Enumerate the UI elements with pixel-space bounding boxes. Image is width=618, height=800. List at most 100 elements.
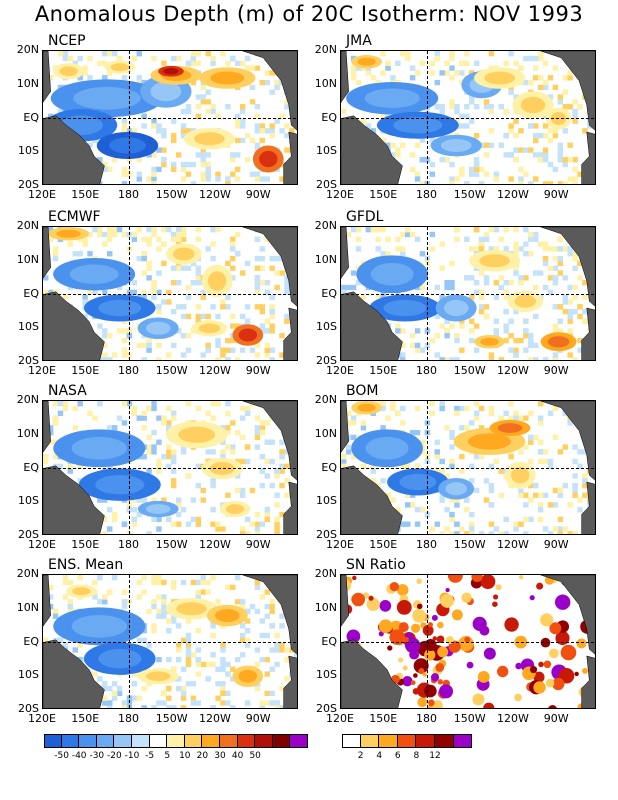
field-cell [185, 618, 192, 624]
field-cell [126, 352, 133, 358]
field-cell [116, 284, 123, 291]
lon-tick-label: 120W [199, 538, 231, 551]
field-cell [533, 434, 539, 441]
sn-patch [582, 667, 588, 674]
field-cell [274, 661, 280, 668]
field-cell [156, 415, 162, 421]
field-cell [215, 313, 221, 320]
field-cell [156, 304, 162, 310]
field-cell [161, 603, 167, 610]
field-cell [171, 342, 177, 349]
field-core [198, 323, 221, 334]
field-cell [562, 128, 568, 134]
field-cell [185, 637, 192, 643]
field-cell [136, 695, 142, 701]
field-cell [239, 104, 246, 110]
field-cell [542, 458, 549, 465]
field-cell [190, 681, 197, 687]
field-cell [542, 492, 549, 498]
field-cell [429, 161, 436, 168]
field-cell [424, 328, 431, 334]
field-cell [523, 227, 529, 233]
lat-tick-label: 20N [314, 567, 337, 580]
lat-tick-label: 10S [316, 320, 337, 334]
land-mass [283, 481, 297, 534]
field-cell [141, 289, 147, 295]
field-cell [513, 347, 519, 353]
field-cell [215, 521, 221, 527]
colorbar-label: -30 [89, 751, 105, 761]
field-cell [414, 463, 421, 469]
sn-patch [574, 671, 579, 677]
field-cell [254, 255, 261, 262]
field-cell [235, 656, 241, 663]
field-cell [239, 270, 246, 276]
field-cell [572, 166, 578, 173]
field-cell [141, 589, 147, 595]
land-mass [341, 465, 403, 534]
field-cell [230, 313, 236, 320]
field-cell [107, 526, 113, 532]
field-cell [239, 123, 246, 129]
field-cell [185, 104, 192, 110]
field-cell [269, 265, 275, 271]
field-cell [102, 333, 108, 339]
field-cell [107, 231, 113, 238]
land-mass [283, 131, 297, 184]
field-cell [454, 337, 460, 344]
field-cell [542, 79, 549, 86]
field-cell [57, 401, 64, 407]
field-cell [235, 357, 241, 360]
field-cell [156, 458, 162, 465]
field-cell [235, 60, 241, 66]
field-cell [513, 241, 519, 247]
field-cell [121, 118, 128, 124]
field-cell [557, 255, 564, 262]
field-core [443, 299, 469, 317]
field-cell [215, 227, 221, 233]
sn-patch [424, 649, 436, 661]
sn-patch [413, 673, 418, 678]
field-cell [542, 284, 549, 291]
field-cell [444, 157, 450, 163]
field-cell [557, 304, 564, 310]
field-core [98, 299, 142, 317]
field-cell [523, 251, 529, 257]
field-cell [454, 118, 460, 124]
field-cell [483, 152, 490, 158]
field-cell [508, 152, 514, 158]
field-cell [175, 265, 182, 271]
field-cell [508, 128, 514, 134]
field-cell [254, 171, 261, 177]
field-cell [52, 608, 59, 615]
field-cell [161, 690, 167, 697]
field-cell [215, 176, 221, 182]
field-cell [269, 700, 275, 706]
field-cell [82, 65, 88, 71]
colorbar-label: 5 [164, 751, 171, 761]
field-cell [161, 260, 167, 267]
field-cell [523, 241, 529, 247]
field-cell [269, 255, 275, 262]
field-cell [444, 357, 450, 360]
field-cell [552, 487, 559, 494]
field-cell [444, 284, 450, 291]
field-cell [230, 152, 236, 158]
field-cell [493, 318, 500, 324]
field-cell [284, 656, 290, 663]
field-cell [146, 275, 152, 281]
field-cell [254, 304, 261, 310]
field-cell [111, 695, 118, 701]
field-cell [552, 84, 559, 91]
field-cell [469, 511, 475, 518]
field-cell [121, 231, 128, 238]
field-cell [200, 487, 206, 494]
lon-tick-label: 120W [497, 538, 529, 551]
field-cell [469, 328, 475, 334]
field-cell [67, 241, 74, 247]
field-cell [562, 104, 568, 110]
sn-patch [435, 663, 445, 672]
field-cell [254, 444, 261, 450]
field-cell [400, 231, 406, 238]
field-cell [414, 70, 421, 76]
